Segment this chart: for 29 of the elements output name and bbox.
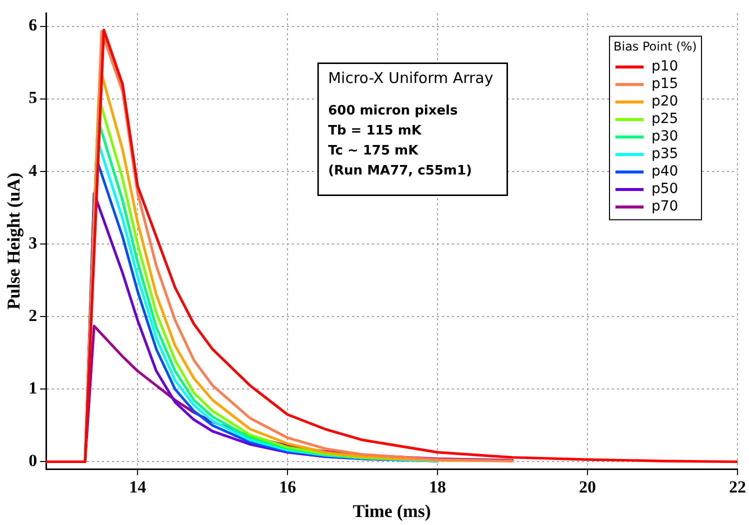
- legend-label: p30: [652, 128, 678, 145]
- x-tick-label: 20: [579, 478, 596, 497]
- x-tick-label: 16: [279, 478, 296, 497]
- y-tick-label: 6: [28, 16, 38, 35]
- legend-label: p40: [652, 164, 678, 180]
- legend-label: p10: [652, 58, 678, 75]
- legend-title: Bias Point (%): [614, 39, 697, 54]
- annotation: Tc ~ 175 mK: [328, 144, 420, 159]
- legend-label: p50: [652, 181, 678, 198]
- x-axis-title: Time (ms): [352, 500, 431, 521]
- legend-label: p20: [652, 94, 678, 110]
- y-tick-label: 3: [28, 233, 38, 252]
- x-tick-label: 18: [429, 478, 446, 497]
- annotation: Tb = 115 mK: [328, 124, 422, 139]
- legend-label: p35: [652, 146, 678, 162]
- y-tick-label: 5: [28, 88, 38, 108]
- y-tick-label: 2: [28, 306, 38, 325]
- x-tick-label: 14: [129, 478, 147, 497]
- y-axis-title: Pulse Height (uA): [3, 172, 24, 310]
- legend-label: p25: [652, 111, 678, 128]
- annotation: (Run MA77, c55m1): [328, 164, 472, 179]
- y-tick-label: 4: [28, 160, 38, 180]
- y-tick-label: 1: [28, 378, 38, 398]
- x-tick-label: 22: [729, 478, 746, 497]
- annotation: Micro-X Uniform Array: [328, 69, 494, 88]
- legend-label: p70: [652, 198, 678, 215]
- legend-label: p15: [652, 76, 678, 92]
- y-tick-label: 0: [28, 451, 38, 470]
- annotation: 600 micron pixels: [328, 104, 458, 119]
